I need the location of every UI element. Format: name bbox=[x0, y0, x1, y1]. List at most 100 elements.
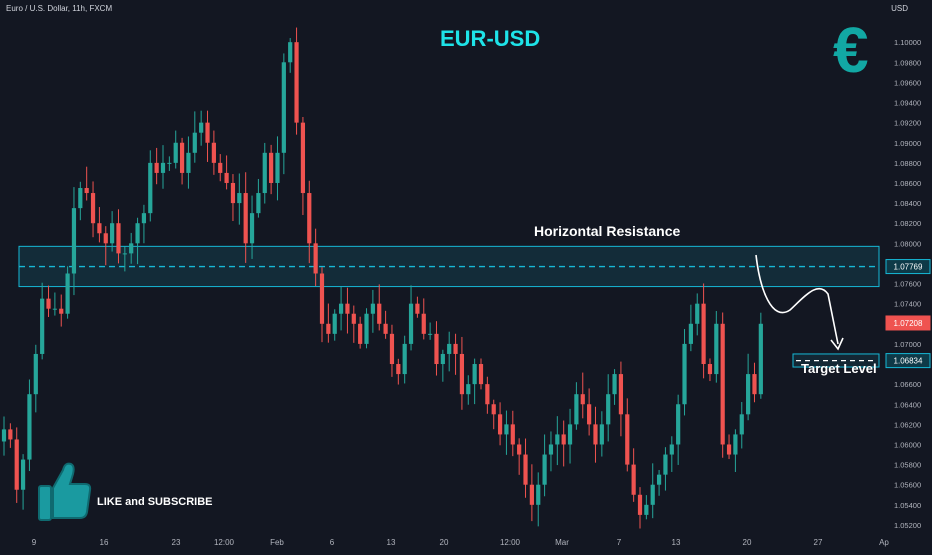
candle-body bbox=[167, 162, 172, 164]
candle-body bbox=[752, 374, 757, 395]
candle-body bbox=[408, 303, 414, 344]
candle-body bbox=[78, 188, 83, 209]
candle-body bbox=[669, 444, 674, 455]
candle-body bbox=[517, 444, 522, 455]
price-tick-label: 1.09600 bbox=[894, 78, 921, 87]
candle-body bbox=[497, 414, 503, 435]
candle-body bbox=[701, 303, 706, 365]
candle-body bbox=[122, 253, 127, 255]
candle-body bbox=[663, 454, 668, 475]
candle-body bbox=[14, 439, 19, 490]
arrow-icon bbox=[830, 337, 844, 351]
candle-body bbox=[129, 243, 134, 254]
candle-body bbox=[459, 353, 465, 395]
price-tick-label: 1.09000 bbox=[894, 139, 921, 148]
candle-body bbox=[97, 223, 102, 234]
price-tick-label: 1.08600 bbox=[894, 179, 921, 188]
candle-body bbox=[103, 233, 108, 244]
candle-body bbox=[383, 323, 388, 334]
candle-body bbox=[135, 223, 140, 244]
candle-body bbox=[186, 152, 191, 173]
candle-body bbox=[440, 353, 445, 365]
candle-body bbox=[326, 323, 331, 334]
candle-body bbox=[428, 333, 433, 335]
candle-body bbox=[243, 193, 248, 244]
candle-body bbox=[396, 364, 401, 375]
date-tick-label: 12:00 bbox=[214, 538, 235, 547]
candle-body bbox=[377, 303, 382, 324]
price-tick-label: 1.09400 bbox=[894, 99, 921, 108]
date-tick-label: 12:00 bbox=[500, 538, 521, 547]
price-tick-label: 1.06200 bbox=[894, 420, 921, 429]
thumbs-up-icon[interactable] bbox=[37, 460, 93, 522]
candle-body bbox=[179, 142, 185, 173]
date-tick-label: 27 bbox=[814, 538, 823, 547]
candle-body bbox=[720, 323, 725, 445]
candle-body bbox=[275, 152, 280, 183]
candle-body bbox=[332, 313, 337, 334]
date-tick-label: Mar bbox=[555, 538, 569, 547]
date-tick-label: 23 bbox=[172, 538, 181, 547]
candle-body bbox=[59, 308, 64, 314]
date-tick-label: 20 bbox=[743, 538, 752, 547]
candle-body bbox=[733, 434, 738, 455]
candle-body bbox=[307, 193, 312, 244]
candle-body bbox=[746, 374, 751, 415]
candle-body bbox=[555, 434, 560, 445]
candle-body bbox=[351, 313, 356, 324]
candle-body bbox=[358, 323, 363, 344]
price-label-box bbox=[885, 315, 931, 331]
candle-body bbox=[224, 172, 229, 183]
candle-body bbox=[65, 273, 70, 314]
candle-body bbox=[33, 353, 38, 395]
candle-body bbox=[230, 182, 236, 204]
price-label-box bbox=[885, 259, 931, 275]
price-tick-label: 1.07000 bbox=[894, 340, 921, 349]
price-tick-label: 1.05200 bbox=[894, 521, 921, 530]
candle-body bbox=[262, 152, 267, 194]
candle-body bbox=[52, 308, 57, 310]
price-tick-label: 1.05600 bbox=[894, 481, 921, 490]
candle-body bbox=[218, 162, 223, 173]
candle-body bbox=[599, 424, 604, 445]
candle-body bbox=[478, 364, 484, 385]
candle-body bbox=[644, 504, 649, 515]
candle-body bbox=[160, 162, 166, 173]
candle-body bbox=[504, 424, 509, 435]
currency-label: USD bbox=[891, 4, 908, 13]
like-subscribe-label: LIKE and SUBSCRIBE bbox=[97, 496, 213, 508]
candle-body bbox=[402, 343, 407, 375]
candle-body bbox=[587, 404, 592, 425]
price-tick-label: 1.07400 bbox=[894, 300, 921, 309]
candle-body bbox=[205, 122, 210, 143]
candle-body bbox=[148, 162, 153, 214]
candle-body bbox=[313, 243, 318, 274]
candle-body bbox=[110, 223, 115, 244]
date-tick-label: Feb bbox=[270, 538, 284, 547]
price-tick-label: 1.05800 bbox=[894, 461, 921, 470]
candle-body bbox=[370, 303, 375, 314]
chart-title: EUR-USD bbox=[440, 26, 541, 51]
date-tick-label: 16 bbox=[100, 538, 109, 547]
candle-body bbox=[567, 424, 573, 445]
candle-body bbox=[580, 394, 585, 405]
candle-body bbox=[650, 484, 655, 505]
candle-body bbox=[40, 298, 45, 354]
euro-icon: € bbox=[833, 14, 869, 86]
price-label-box bbox=[885, 353, 931, 369]
candle-body bbox=[84, 188, 89, 194]
price-label-text: 1.07769 bbox=[894, 263, 923, 272]
price-tick-label: 1.08400 bbox=[894, 199, 921, 208]
price-tick-label: 1.10000 bbox=[894, 38, 921, 47]
date-tick-label: 13 bbox=[672, 538, 681, 547]
candle-body bbox=[606, 394, 611, 425]
date-tick-label: 20 bbox=[440, 538, 449, 547]
candle-body bbox=[434, 333, 439, 365]
candle-body bbox=[288, 42, 293, 63]
candle-body bbox=[758, 323, 763, 395]
price-tick-label: 1.09800 bbox=[894, 58, 921, 67]
candle-body bbox=[695, 303, 700, 324]
date-tick-label: 9 bbox=[32, 538, 37, 547]
